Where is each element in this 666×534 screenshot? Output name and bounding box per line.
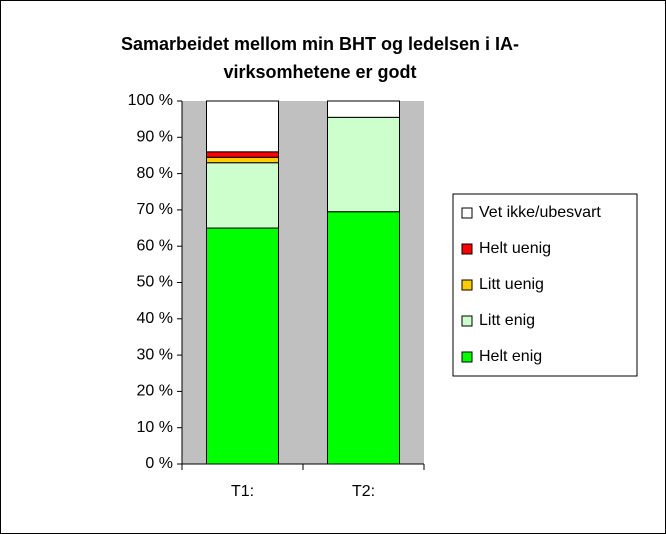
- legend-swatch: [461, 243, 473, 255]
- x-tick-label: T1:: [231, 483, 254, 500]
- chart-title: Samarbeidet mellom min BHT og ledelsen i…: [121, 34, 519, 54]
- y-tick-label: 0 %: [145, 455, 173, 472]
- y-tick-label: 30 %: [137, 346, 173, 363]
- y-tick-label: 50 %: [137, 274, 173, 291]
- bar-segment: [206, 227, 279, 465]
- legend-swatch: [461, 351, 473, 363]
- legend-label: Helt uenig: [479, 240, 551, 257]
- bar-segment: [327, 116, 400, 213]
- legend-box: [452, 193, 638, 377]
- y-tick-label: 20 %: [137, 383, 173, 400]
- x-tick-label: T2:: [352, 483, 375, 500]
- y-tick-label: 70 %: [137, 201, 173, 218]
- legend-label: Litt enig: [479, 312, 535, 329]
- bar-segment: [206, 162, 279, 229]
- bar-segment: [327, 211, 400, 465]
- legend-swatch: [461, 207, 473, 219]
- legend-swatch: [461, 315, 473, 327]
- bar-segment: [206, 156, 279, 164]
- legend-label: Litt uenig: [479, 276, 544, 293]
- y-tick-label: 80 %: [137, 165, 173, 182]
- legend-label: Vet ikke/ubesvart: [479, 204, 601, 221]
- bar-segment: [206, 100, 279, 153]
- y-tick-label: 10 %: [137, 419, 173, 436]
- y-tick-label: 100 %: [128, 92, 173, 109]
- y-tick-label: 60 %: [137, 237, 173, 254]
- y-tick-label: 90 %: [137, 129, 173, 146]
- bar-segment: [206, 151, 279, 158]
- y-tick-label: 40 %: [137, 310, 173, 327]
- bar-segment: [327, 100, 400, 118]
- legend-swatch: [461, 279, 473, 291]
- chart-title: virksomhetene er godt: [223, 62, 416, 82]
- legend-label: Helt enig: [479, 348, 542, 365]
